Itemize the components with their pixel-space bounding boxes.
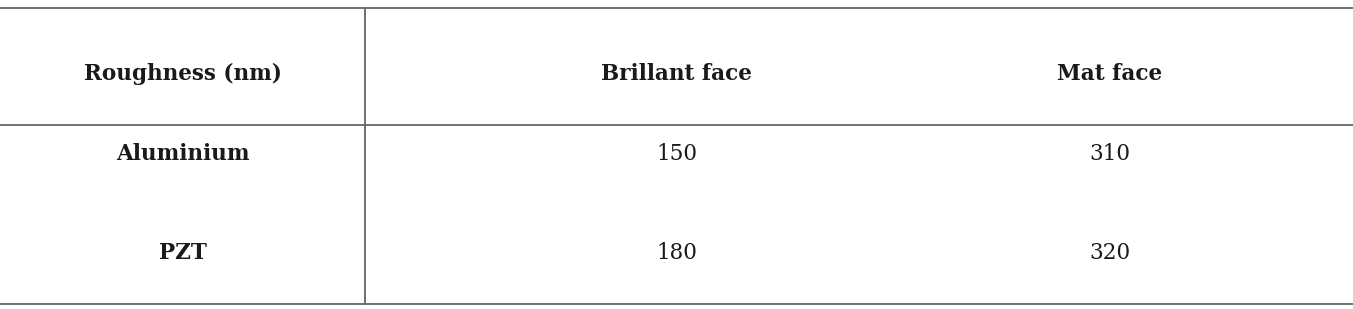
Text: 180: 180	[656, 242, 697, 265]
Text: Roughness (nm): Roughness (nm)	[84, 63, 281, 85]
Text: Brillant face: Brillant face	[601, 63, 752, 85]
Text: 320: 320	[1089, 242, 1130, 265]
Text: Aluminium: Aluminium	[116, 143, 249, 166]
Text: 310: 310	[1089, 143, 1130, 166]
Text: Mat face: Mat face	[1057, 63, 1162, 85]
Text: 150: 150	[656, 143, 697, 166]
Text: PZT: PZT	[158, 242, 207, 265]
